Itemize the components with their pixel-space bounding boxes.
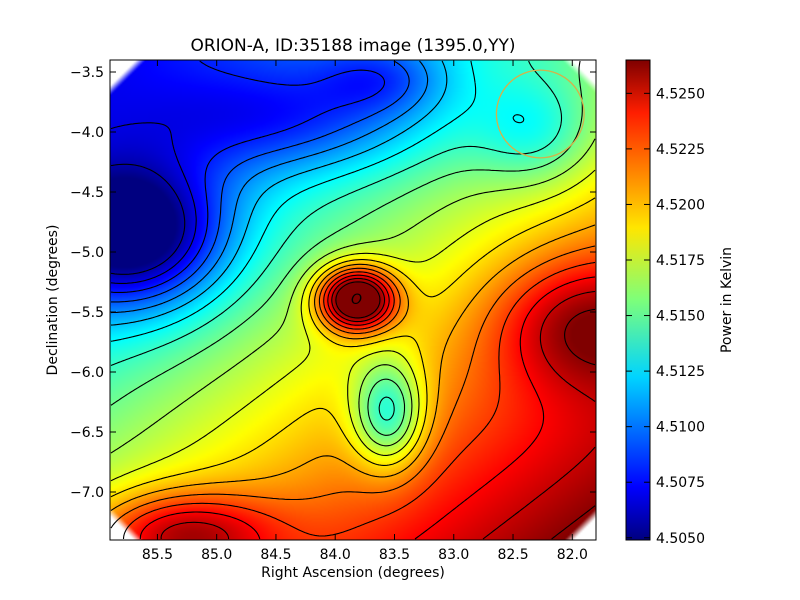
colorbar-tick-label: 4.5150 xyxy=(656,309,705,325)
x-tick-label: 82.0 xyxy=(557,547,588,563)
y-tick-label: −5.0 xyxy=(70,245,104,261)
contour-line xyxy=(110,60,563,421)
y-tick-label: −6.5 xyxy=(70,425,104,441)
contour-line xyxy=(110,122,197,284)
colorbar-tick-label: 4.5100 xyxy=(656,420,705,436)
contour-line xyxy=(160,277,596,540)
colorbar xyxy=(625,59,651,541)
x-axis-label: Right Ascension (degrees) xyxy=(261,565,445,581)
contour-line xyxy=(110,169,596,482)
contour-line xyxy=(110,138,596,454)
y-tick-label: −4.5 xyxy=(70,185,104,201)
contour-line xyxy=(139,274,595,540)
y-tick-label: −7.0 xyxy=(70,485,104,501)
x-tick-label: 84.0 xyxy=(320,547,351,563)
beam-circle xyxy=(495,69,585,159)
colorbar-label: Power in Kelvin xyxy=(719,247,735,353)
contour-line xyxy=(110,197,596,498)
colorbar-tick-label: 4.5075 xyxy=(656,475,705,491)
contour-line xyxy=(110,245,596,529)
y-tick-label: −6.0 xyxy=(70,365,104,381)
colorbar-ticks: 4.5050 4.5075 4.5100 4.5125 4.5150 4.5175 4.52… xyxy=(626,86,705,547)
x-axis-ticks: 85.5 85.0 84.5 84.0 83.5 83.0 82.5 82.0 xyxy=(142,60,588,563)
colorbar-tick-label: 4.5200 xyxy=(656,197,705,213)
colorbar-tick-label: 4.5050 xyxy=(656,531,705,547)
x-tick-label: 83.5 xyxy=(379,547,410,563)
contour-line xyxy=(110,60,448,326)
colorbar-tick-label: 4.5250 xyxy=(656,86,705,102)
colorbar-tick-label: 4.5125 xyxy=(656,364,705,380)
y-tick-label: −3.5 xyxy=(70,65,104,81)
y-axis-label: Declination (degrees) xyxy=(45,225,61,376)
y-tick-label: −4.0 xyxy=(70,125,104,141)
x-tick-label: 85.0 xyxy=(201,547,232,563)
plot-frame xyxy=(109,59,597,541)
y-tick-label: −5.5 xyxy=(70,305,104,321)
contour-line xyxy=(110,163,186,275)
x-tick-label: 83.0 xyxy=(438,547,469,563)
contour-line xyxy=(110,224,596,511)
contour-line xyxy=(335,281,596,540)
x-tick-label: 84.5 xyxy=(260,547,291,563)
y-axis-ticks: −3.5 −4.0 −4.5 −5.0 −5.5 −6.0 −6.5 −7.0 xyxy=(70,65,596,501)
colorbar-tick-label: 4.5175 xyxy=(656,253,705,269)
contour-lines xyxy=(110,60,596,540)
contour-line xyxy=(110,60,583,436)
peak-marker: O xyxy=(351,292,362,308)
contour-line xyxy=(110,60,525,342)
x-tick-label: 85.5 xyxy=(142,547,173,563)
contour-line xyxy=(110,60,429,314)
chart-title: ORION-A, ID:35188 image (1395.0,YY) xyxy=(190,36,515,56)
contour-line xyxy=(110,60,386,293)
contour-line xyxy=(122,261,596,540)
colorbar-tick-label: 4.5225 xyxy=(656,142,705,158)
x-tick-label: 82.5 xyxy=(497,547,528,563)
